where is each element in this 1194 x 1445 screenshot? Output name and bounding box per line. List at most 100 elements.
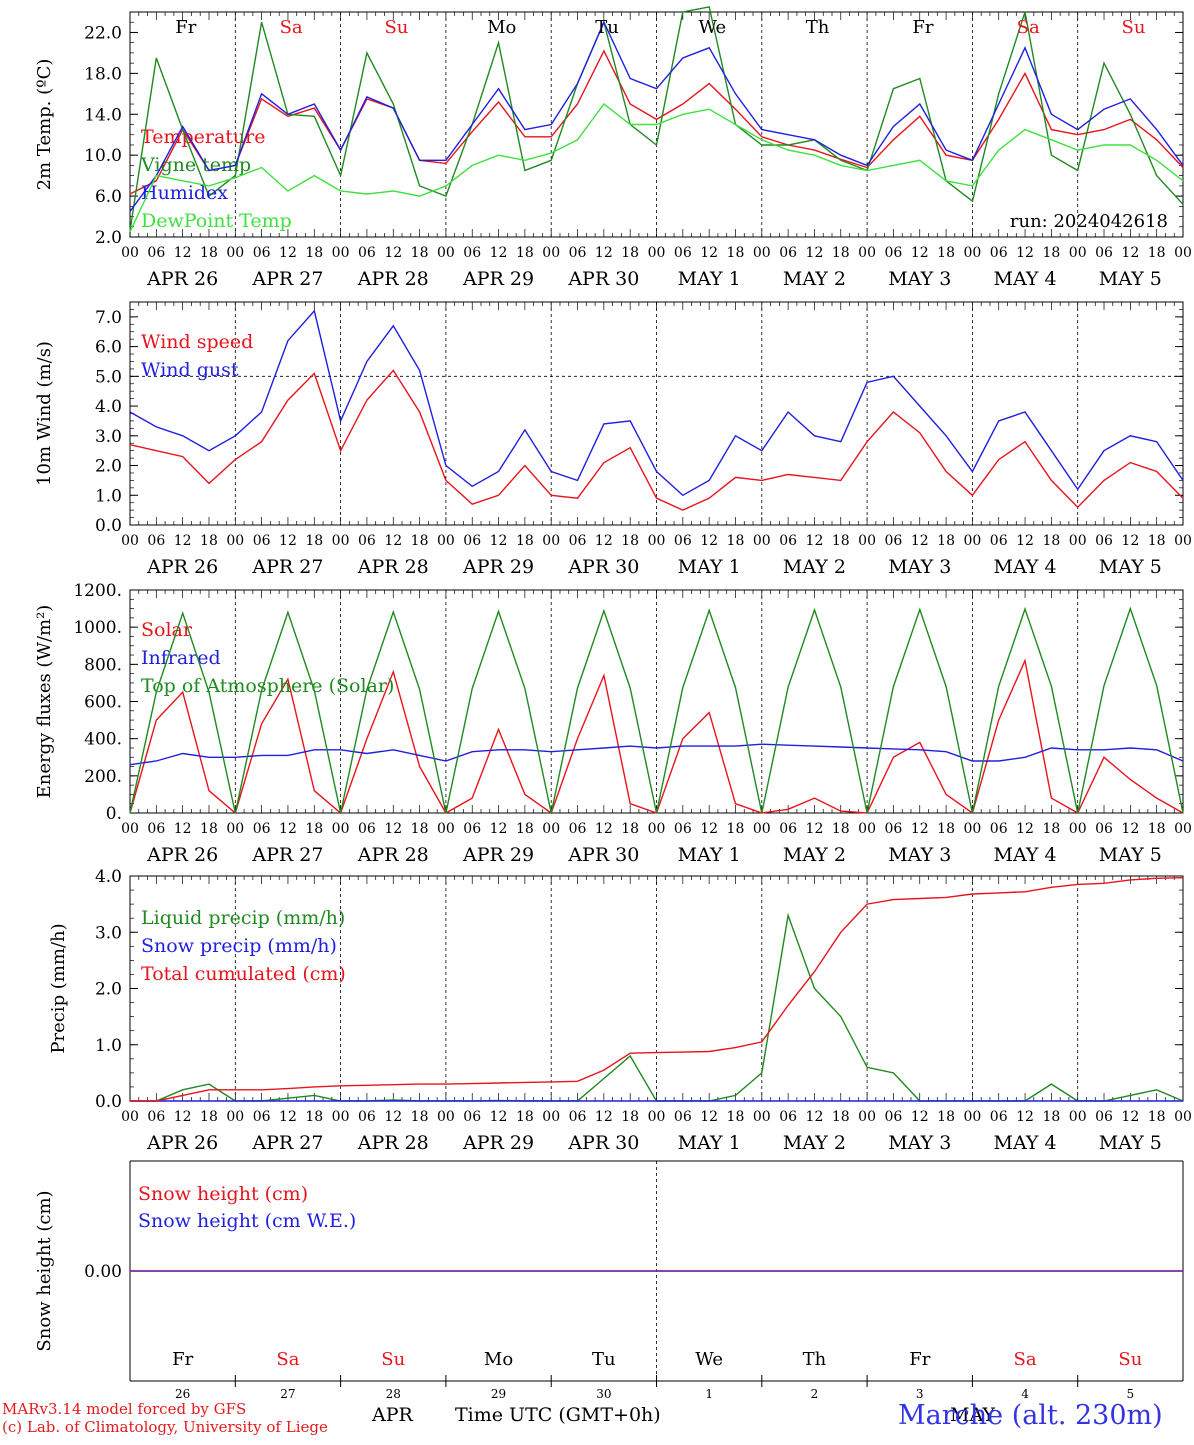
day-number-label: 4: [1021, 1387, 1029, 1401]
panel-5: 0.00 Snow height (cm) Snow height (cm) Snow…: [34, 1160, 1184, 1401]
date-label: APR 30: [567, 1132, 639, 1154]
hour-tick-label: 12: [700, 245, 718, 261]
hour-tick-label: 00: [858, 533, 876, 549]
hour-tick-label: 00: [1069, 533, 1087, 549]
hour-tick-label: 00: [332, 245, 350, 261]
y-tick-label: 22.0: [84, 23, 122, 43]
y-tick-label: 1.0: [95, 1036, 122, 1056]
hour-tick-label: 00: [121, 821, 139, 837]
hour-tick-label: 12: [700, 1109, 718, 1125]
hour-tick-label: 18: [727, 533, 745, 549]
hour-tick-label: 00: [437, 245, 455, 261]
hour-tick-label: 06: [463, 533, 481, 549]
hour-tick-label: 06: [1095, 1109, 1113, 1125]
hour-tick-label: 06: [358, 533, 376, 549]
hour-tick-label: 06: [253, 1109, 271, 1125]
day-name-label: Tu: [592, 1349, 616, 1370]
hour-tick-label: 12: [700, 821, 718, 837]
hour-tick-label: 12: [1016, 245, 1034, 261]
hour-tick-label: 00: [542, 1109, 560, 1125]
series-line-infrared: [129, 743, 1184, 766]
hour-tick-label: 12: [911, 1109, 929, 1125]
hour-tick-label: 00: [226, 821, 244, 837]
hour-tick-label: 18: [621, 821, 639, 837]
hour-tick-label: 06: [885, 821, 903, 837]
hour-tick-label: 18: [937, 1109, 955, 1125]
day-name-label: Su: [381, 1349, 405, 1370]
hour-tick-label: 18: [1042, 533, 1060, 549]
hour-tick-label: 18: [937, 245, 955, 261]
hour-tick-label: 18: [937, 533, 955, 549]
time-axis-title: Time UTC (GMT+0h): [455, 1404, 661, 1426]
series-line-dewpoint-temp: [129, 103, 1184, 233]
hour-tick-label: 12: [279, 1109, 297, 1125]
hour-tick-label: 06: [463, 821, 481, 837]
hour-tick-label: 06: [674, 533, 692, 549]
hour-tick-label: 00: [437, 1109, 455, 1125]
day-name-label: Mo: [484, 1349, 513, 1370]
hour-tick-label: 00: [963, 245, 981, 261]
hour-tick-label: 00: [1069, 821, 1087, 837]
date-label: APR 28: [357, 1132, 429, 1154]
legend-entry: Total cumulated (cm): [141, 963, 346, 985]
hour-tick-label: 12: [174, 245, 192, 261]
hour-tick-label: 00: [963, 1109, 981, 1125]
hour-tick-label: 12: [911, 821, 929, 837]
day-name-label: Fr: [175, 17, 196, 38]
hour-tick-label: 18: [1148, 245, 1166, 261]
hour-tick-label: 12: [806, 821, 824, 837]
hour-tick-label: 06: [358, 1109, 376, 1125]
hour-tick-label: 18: [200, 245, 218, 261]
hour-tick-label: 12: [911, 533, 929, 549]
hour-tick-label: 00: [648, 533, 666, 549]
day-name-label: We: [695, 1349, 723, 1370]
station-label: Marche (alt. 230m): [898, 1400, 1163, 1431]
y-axis-label: 2m Temp. (ºC): [34, 59, 55, 191]
y-tick-label: 7.0: [95, 308, 122, 328]
hour-tick-label: 00: [858, 245, 876, 261]
date-label: APR 28: [357, 268, 429, 290]
hour-tick-label: 12: [595, 821, 613, 837]
hour-tick-label: 18: [621, 1109, 639, 1125]
day-name-label: Su: [384, 17, 408, 38]
hour-tick-label: 00: [753, 821, 771, 837]
hour-tick-label: 18: [832, 245, 850, 261]
hour-tick-label: 12: [1121, 821, 1139, 837]
series-line-wind-gust: [129, 309, 1184, 497]
legend-entry: Temperature: [141, 126, 265, 148]
series-line-top-of-atmosphere-solar-: [129, 606, 1184, 814]
hour-tick-label: 06: [358, 245, 376, 261]
y-tick-label: 1000.: [73, 618, 122, 638]
panel-3: 0. 200. 400. 600. 800. 1000. 1200. Energy fluxe…: [34, 581, 1192, 866]
date-label: MAY 5: [1099, 1132, 1162, 1154]
hour-tick-label: 18: [1148, 821, 1166, 837]
series-line-wind-speed: [129, 369, 1184, 511]
hour-tick-label: 18: [832, 533, 850, 549]
hour-tick-label: 00: [963, 821, 981, 837]
hour-tick-label: 00: [226, 533, 244, 549]
hour-tick-label: 00: [332, 533, 350, 549]
legend-entry: Wind gust: [141, 359, 239, 381]
y-tick-label: 10.0: [84, 146, 122, 166]
date-label: MAY 4: [994, 556, 1057, 578]
legend-entry: Top of Atmosphere (Solar): [141, 675, 394, 697]
date-label: APR 30: [567, 844, 639, 866]
y-tick-label: 6.0: [95, 338, 122, 358]
panel-frame: [129, 301, 1184, 526]
hour-tick-label: 12: [490, 245, 508, 261]
hour-tick-label: 00: [437, 821, 455, 837]
hour-tick-label: 00: [121, 1109, 139, 1125]
date-label: MAY 1: [678, 268, 741, 290]
day-number-label: 29: [491, 1387, 506, 1401]
hour-tick-label: 12: [1121, 245, 1139, 261]
hour-tick-label: 06: [463, 1109, 481, 1125]
day-number-label: 27: [280, 1387, 295, 1401]
hour-tick-label: 06: [253, 245, 271, 261]
hour-tick-label: 18: [1042, 821, 1060, 837]
y-tick-label: 2.0: [95, 457, 122, 477]
day-name-label: Tu: [595, 17, 619, 38]
date-label: APR 27: [251, 1132, 323, 1154]
y-tick-label: 0.00: [84, 1262, 122, 1282]
hour-tick-label: 18: [200, 533, 218, 549]
